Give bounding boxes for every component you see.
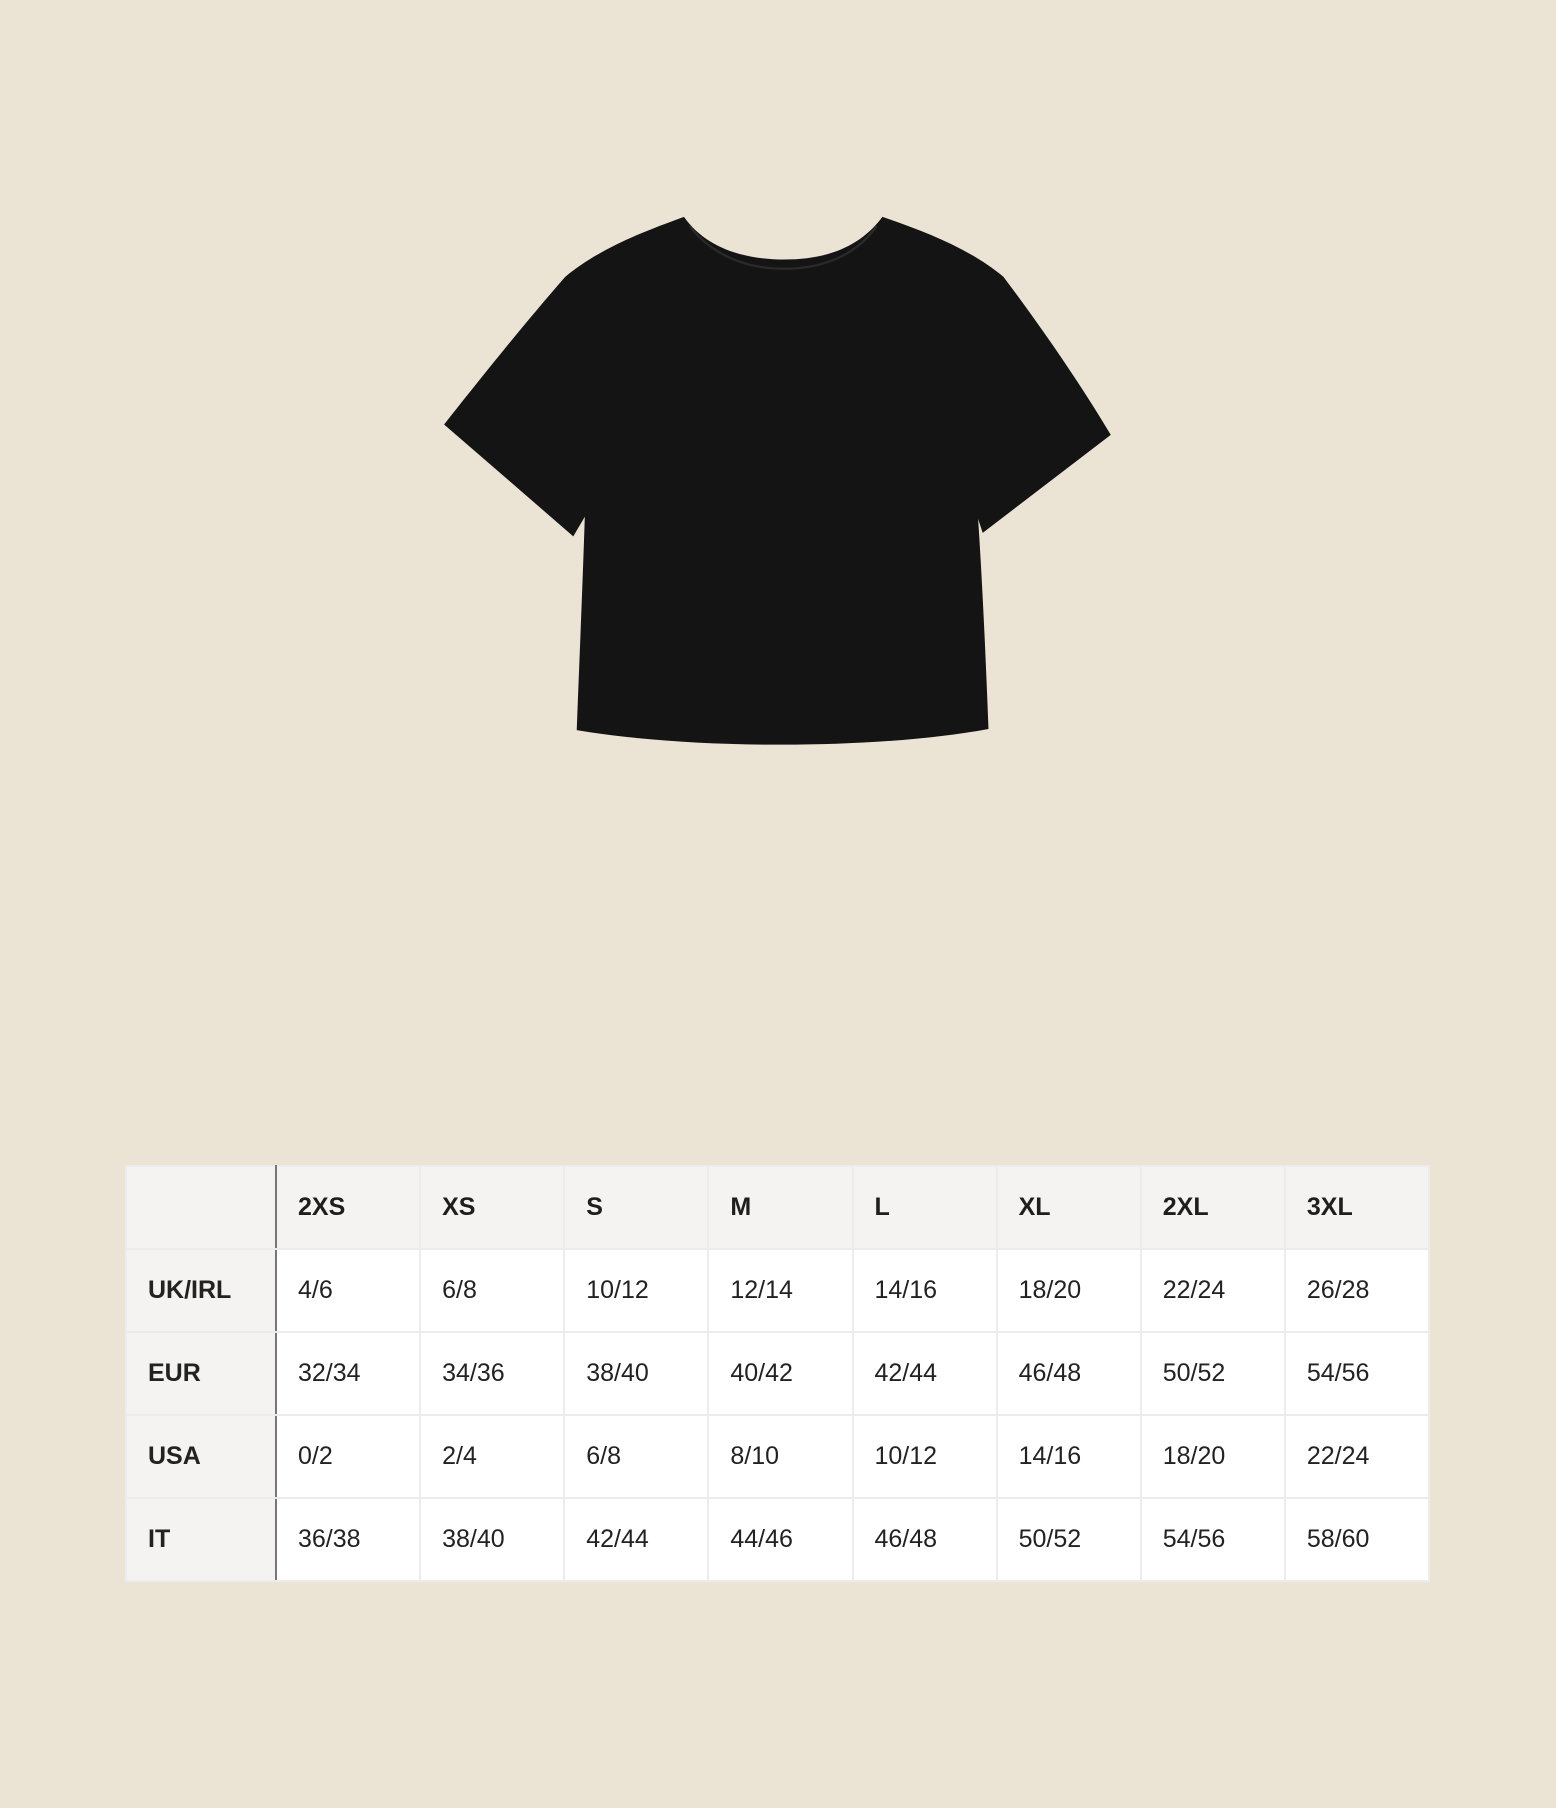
size-header-row: 2XS XS S M L XL 2XL 3XL (125, 1165, 1431, 1250)
table-row: UK/IRL 4/6 6/8 10/12 12/14 14/16 18/20 22/24 26/… (125, 1248, 1431, 1333)
size-value-cell: 10/12 (851, 1414, 998, 1499)
size-value-cell: 0/2 (274, 1414, 422, 1499)
size-value-cell: 42/44 (563, 1497, 710, 1582)
size-value-cell: 12/14 (707, 1248, 854, 1333)
size-header-3xl: 3XL (1283, 1165, 1431, 1250)
size-value-cell: 36/38 (274, 1497, 422, 1582)
size-header-2xl: 2XL (1139, 1165, 1286, 1250)
size-value-cell: 14/16 (851, 1248, 998, 1333)
size-value-cell: 38/40 (419, 1497, 566, 1582)
corner-cell (125, 1165, 277, 1250)
size-header-l: L (851, 1165, 998, 1250)
region-label: IT (125, 1497, 277, 1582)
size-value-cell: 40/42 (707, 1331, 854, 1416)
tshirt-product-image (444, 216, 1111, 745)
table-row: IT 36/38 38/40 42/44 44/46 46/48 50/52 54/56 58/… (125, 1497, 1431, 1582)
table-row: USA 0/2 2/4 6/8 8/10 10/12 14/16 18/20 22/24 (125, 1414, 1431, 1499)
size-chart-table: 2XS XS S M L XL 2XL 3XL UK/IRL 4/6 6/8 10/12 12/14 1… (125, 1165, 1431, 1582)
size-value-cell: 34/36 (419, 1331, 566, 1416)
size-value-cell: 18/20 (1139, 1414, 1286, 1499)
size-value-cell: 32/34 (274, 1331, 422, 1416)
size-value-cell: 2/4 (419, 1414, 566, 1499)
size-header-2xs: 2XS (274, 1165, 422, 1250)
size-value-cell: 26/28 (1283, 1248, 1431, 1333)
size-value-cell: 4/6 (274, 1248, 422, 1333)
size-value-cell: 54/56 (1139, 1497, 1286, 1582)
size-header-xs: XS (419, 1165, 566, 1250)
size-value-cell: 46/48 (851, 1497, 998, 1582)
size-value-cell: 14/16 (995, 1414, 1142, 1499)
region-label: UK/IRL (125, 1248, 277, 1333)
size-value-cell: 58/60 (1283, 1497, 1431, 1582)
region-label: USA (125, 1414, 277, 1499)
tshirt-shape (444, 216, 1111, 745)
size-value-cell: 22/24 (1283, 1414, 1431, 1499)
size-header-m: M (707, 1165, 854, 1250)
size-value-cell: 38/40 (563, 1331, 710, 1416)
size-value-cell: 8/10 (707, 1414, 854, 1499)
size-header-xl: XL (995, 1165, 1142, 1250)
size-value-cell: 50/52 (995, 1497, 1142, 1582)
size-value-cell: 54/56 (1283, 1331, 1431, 1416)
size-value-cell: 18/20 (995, 1248, 1142, 1333)
size-value-cell: 50/52 (1139, 1331, 1286, 1416)
size-value-cell: 44/46 (707, 1497, 854, 1582)
region-label: EUR (125, 1331, 277, 1416)
size-value-cell: 42/44 (851, 1331, 998, 1416)
size-value-cell: 22/24 (1139, 1248, 1286, 1333)
size-value-cell: 6/8 (563, 1414, 710, 1499)
neckline-seam (688, 225, 878, 270)
size-value-cell: 46/48 (995, 1331, 1142, 1416)
table-row: EUR 32/34 34/36 38/40 40/42 42/44 46/48 50/52 54… (125, 1331, 1431, 1416)
size-value-cell: 10/12 (563, 1248, 710, 1333)
size-header-s: S (563, 1165, 710, 1250)
size-value-cell: 6/8 (419, 1248, 566, 1333)
